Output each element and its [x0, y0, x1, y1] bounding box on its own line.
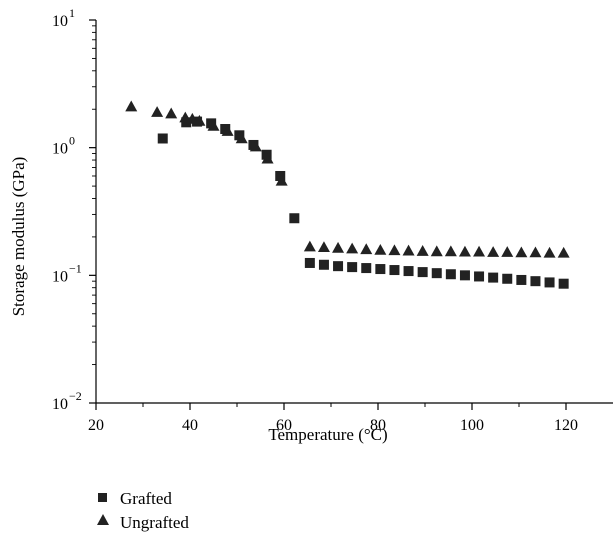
x-tick-label: 40: [182, 417, 198, 434]
legend-label-grafted: Grafted: [120, 489, 172, 508]
data-point-triangle: [458, 245, 471, 257]
y-tick-exponent: −1: [69, 261, 82, 275]
data-point-square: [318, 259, 329, 270]
y-axis-title: Storage modulus (GPa): [9, 157, 28, 317]
data-point-triangle: [515, 246, 528, 258]
data-point-triangle: [487, 246, 500, 257]
data-point-triangle: [207, 119, 220, 131]
data-point-triangle: [473, 245, 486, 257]
x-tick-label: 120: [554, 417, 578, 434]
data-point-square: [389, 265, 400, 276]
data-point-square: [220, 124, 231, 135]
data-point-triangle: [303, 240, 316, 252]
series-grafted: [157, 116, 569, 289]
data-point-square: [544, 277, 555, 288]
data-point-triangle: [430, 245, 443, 257]
series-ungrafted: [125, 100, 570, 258]
data-point-square: [275, 170, 286, 181]
data-point-square: [445, 269, 456, 280]
data-point-square: [361, 263, 372, 274]
x-axis-ticks: 20 40 60 80 100 120: [88, 403, 578, 434]
legend-item-grafted: Grafted: [98, 489, 172, 508]
data-point-triangle: [249, 140, 262, 152]
data-point-square: [417, 267, 428, 278]
data-point-triangle: [360, 243, 373, 255]
data-point-triangle: [444, 245, 457, 257]
data-point-triangle: [501, 246, 514, 257]
x-axis-title: Temperature (°C): [268, 425, 387, 444]
data-point-triangle: [179, 111, 192, 123]
data-point-square: [459, 270, 470, 281]
data-point-square: [157, 133, 168, 144]
data-point-triangle: [402, 244, 415, 256]
data-point-square: [347, 262, 358, 273]
data-point-triangle: [193, 114, 206, 126]
y-tick-label: 10: [52, 396, 68, 413]
data-point-square: [516, 274, 527, 285]
legend-label-ungrafted: Ungrafted: [120, 513, 189, 532]
legend-marker-triangle: [97, 514, 109, 525]
data-point-triangle: [557, 246, 570, 258]
data-point-triangle: [332, 241, 345, 253]
data-point-square: [289, 213, 300, 224]
data-point-triangle: [529, 246, 542, 258]
y-tick-exponent: −2: [69, 389, 82, 403]
data-point-triangle: [151, 106, 164, 117]
legend-item-ungrafted: Ungrafted: [97, 513, 189, 532]
data-point-triangle: [317, 241, 330, 253]
data-point-triangle: [543, 246, 556, 258]
data-point-triangle: [388, 244, 401, 256]
data-point-square: [375, 264, 386, 275]
data-series: [125, 100, 570, 289]
y-tick-exponent: 0: [69, 134, 75, 148]
data-point-square: [502, 273, 513, 284]
legend-marker-square: [98, 493, 107, 502]
legend: Grafted Ungrafted: [97, 489, 189, 532]
data-point-triangle: [346, 242, 359, 254]
data-point-square: [474, 271, 485, 282]
data-point-square: [206, 118, 217, 129]
plot-axes: [95, 20, 613, 404]
data-point-triangle: [235, 132, 248, 144]
y-tick-label: 10: [52, 268, 68, 285]
data-point-square: [403, 266, 414, 277]
x-tick-label: 100: [460, 417, 484, 434]
data-point-triangle: [165, 107, 178, 119]
y-tick-label: 10: [52, 13, 68, 30]
data-point-square: [333, 261, 344, 272]
data-point-triangle: [221, 125, 234, 136]
data-point-square: [431, 268, 442, 279]
data-point-square: [558, 278, 569, 289]
data-point-triangle: [186, 112, 199, 124]
y-tick-exponent: 1: [69, 6, 75, 20]
data-point-square: [488, 272, 499, 283]
data-point-triangle: [261, 152, 274, 164]
x-tick-label: 80: [370, 417, 386, 434]
data-point-square: [304, 257, 315, 268]
x-tick-label: 60: [276, 417, 292, 434]
data-point-square: [530, 276, 541, 287]
data-point-triangle: [275, 174, 288, 186]
data-point-square: [234, 130, 245, 141]
data-point-triangle: [416, 245, 429, 256]
data-point-triangle: [125, 100, 138, 112]
y-tick-label: 10: [52, 141, 68, 158]
data-point-triangle: [374, 243, 387, 255]
x-tick-label: 20: [88, 417, 104, 434]
